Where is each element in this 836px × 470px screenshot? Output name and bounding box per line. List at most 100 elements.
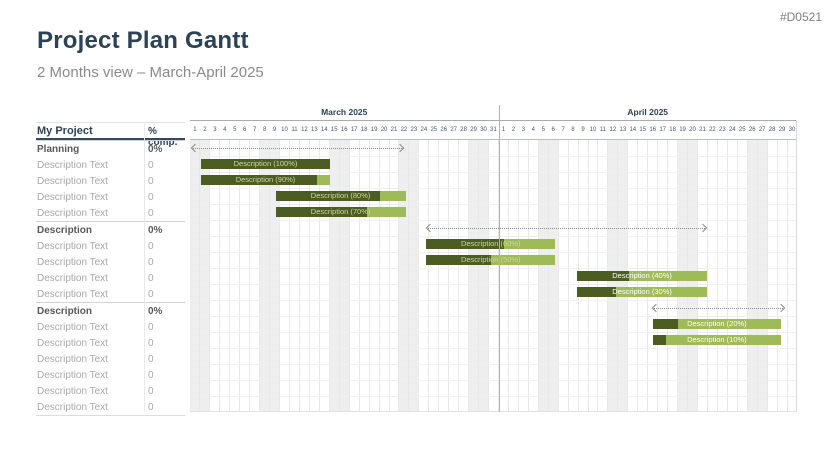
row-percent-value: 0 bbox=[148, 322, 154, 333]
day-cell: 21 bbox=[390, 127, 398, 133]
table-row: Description Text 0 bbox=[36, 270, 185, 286]
gridline-vertical bbox=[746, 140, 748, 411]
gridline-vertical bbox=[716, 140, 718, 411]
phase-span-arrow bbox=[425, 223, 708, 233]
row-label: Planning bbox=[37, 144, 80, 155]
gantt-bar: Description (20%) bbox=[652, 319, 782, 329]
gridline-vertical bbox=[527, 140, 529, 411]
row-label: Description Text bbox=[37, 402, 108, 413]
month-label: March 2025 bbox=[321, 107, 368, 117]
day-cell: 14 bbox=[320, 127, 328, 133]
day-cell: 28 bbox=[768, 127, 776, 133]
day-cell: 19 bbox=[679, 127, 686, 133]
table-row: Description 0% bbox=[36, 302, 185, 319]
day-cell: 30 bbox=[480, 127, 487, 133]
phase-span-arrow bbox=[190, 143, 405, 153]
day-cell: 17 bbox=[350, 127, 358, 133]
gridline-horizontal bbox=[190, 396, 797, 397]
day-cell: 13 bbox=[619, 127, 627, 133]
month-label: April 2025 bbox=[627, 107, 669, 117]
gridline-vertical bbox=[239, 140, 241, 411]
table-row: Description Text 0 bbox=[36, 351, 185, 367]
day-cell: 18 bbox=[360, 127, 368, 133]
gantt-bar: Description (50%) bbox=[426, 255, 556, 265]
day-cell: 12 bbox=[609, 127, 617, 133]
day-cell: 19 bbox=[370, 127, 378, 133]
row-label: Description bbox=[37, 225, 93, 236]
day-cell: 23 bbox=[719, 127, 726, 133]
row-percent-value: 0 bbox=[148, 354, 154, 365]
gridline-horizontal bbox=[190, 172, 797, 173]
day-cell: 12 bbox=[301, 127, 308, 133]
gridline-vertical bbox=[298, 140, 300, 411]
arrow-head-right-icon bbox=[776, 303, 786, 313]
gridline-vertical bbox=[438, 140, 440, 411]
day-cell: 22 bbox=[400, 127, 408, 133]
gantt-bar-fill bbox=[426, 255, 491, 265]
gridline-horizontal bbox=[190, 380, 797, 381]
day-cell: 16 bbox=[340, 127, 348, 133]
gridline-vertical bbox=[219, 140, 221, 411]
gantt-grid: Description (100%) Description (90%) Descr… bbox=[190, 140, 797, 412]
row-label: Description Text bbox=[37, 192, 108, 203]
table-header-percent: % comp. bbox=[148, 126, 178, 148]
gantt-bar-fill bbox=[576, 271, 629, 281]
day-cell: 24 bbox=[420, 127, 428, 133]
day-cell: 25 bbox=[738, 127, 746, 133]
day-cell: 21 bbox=[699, 127, 706, 133]
day-number-row: 1 2 3 4 5 6 7 8 9 10 11 12 13 14 15 16 17 18 19 20 21 22 23 24 2… bbox=[190, 120, 797, 140]
gridline-vertical bbox=[557, 140, 559, 411]
arrow-head-left-icon bbox=[651, 303, 660, 313]
row-percent-value: 0% bbox=[148, 144, 163, 155]
gantt-bar-label: Description (30%) bbox=[612, 287, 672, 296]
chart-right-edge-line bbox=[796, 120, 797, 412]
day-cell: 10 bbox=[589, 127, 597, 133]
gridline-vertical bbox=[567, 140, 569, 411]
table-row: Description 0% bbox=[36, 221, 185, 238]
row-percent-value: 0 bbox=[148, 241, 154, 252]
row-percent-value: 0 bbox=[148, 402, 154, 413]
day-cell: 26 bbox=[440, 127, 448, 133]
gridline-horizontal bbox=[190, 332, 797, 333]
table-row: Description Text 0 bbox=[36, 157, 185, 173]
gridline-horizontal bbox=[190, 220, 797, 221]
table-row: Description Text 0 bbox=[36, 173, 185, 189]
gantt-bar: Description (30%) bbox=[576, 287, 708, 297]
day-cell: 6 bbox=[551, 127, 555, 133]
gridline-horizontal bbox=[190, 316, 797, 317]
gantt-bar-label: Description (100%) bbox=[233, 159, 298, 168]
gantt-bar-label: Description (60%) bbox=[460, 239, 521, 248]
row-label: Description Text bbox=[37, 370, 108, 381]
day-cell: 29 bbox=[470, 127, 477, 133]
row-label: Description Text bbox=[37, 241, 108, 252]
day-cell: 20 bbox=[689, 127, 696, 133]
row-percent-value: 0 bbox=[148, 289, 154, 300]
gantt-bar-fill bbox=[652, 335, 666, 345]
day-cell: 20 bbox=[380, 127, 388, 133]
gridline-vertical bbox=[736, 140, 738, 411]
gridline-vertical bbox=[766, 140, 768, 411]
day-cell: 23 bbox=[410, 127, 418, 133]
row-percent-value: 0 bbox=[148, 160, 154, 171]
day-cell: 11 bbox=[599, 127, 607, 133]
table-row: Description Text 0 bbox=[36, 205, 185, 221]
day-cell: 26 bbox=[748, 127, 756, 133]
gridline-horizontal bbox=[190, 348, 797, 349]
gantt-bar: Description (90%) bbox=[200, 175, 331, 185]
gridline-horizontal bbox=[190, 236, 797, 237]
day-cell: 14 bbox=[629, 127, 637, 133]
gantt-bar: Description (10%) bbox=[652, 335, 782, 345]
gridline-vertical bbox=[706, 140, 708, 411]
gridline-vertical bbox=[199, 140, 201, 411]
table-column-divider bbox=[144, 122, 145, 412]
day-cell: 5 bbox=[233, 127, 237, 133]
gridline-vertical bbox=[756, 140, 758, 411]
gridline-vertical bbox=[308, 140, 310, 411]
gridline-horizontal bbox=[190, 284, 797, 285]
row-percent-value: 0 bbox=[148, 176, 154, 187]
gridline-vertical bbox=[378, 140, 380, 411]
gantt-bar-fill bbox=[200, 159, 331, 169]
row-label: Description Text bbox=[37, 289, 108, 300]
table-row: Description Text 0 bbox=[36, 189, 185, 205]
gridline-vertical bbox=[468, 140, 470, 411]
